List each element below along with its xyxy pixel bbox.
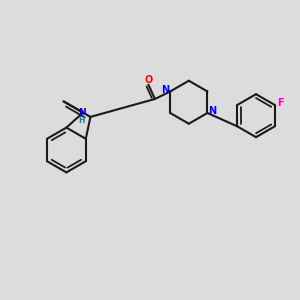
Text: O: O: [144, 76, 152, 85]
Text: F: F: [277, 98, 284, 108]
Text: N: N: [161, 85, 169, 95]
Text: N: N: [208, 106, 216, 116]
Text: H: H: [78, 116, 85, 124]
Text: N: N: [78, 107, 86, 116]
